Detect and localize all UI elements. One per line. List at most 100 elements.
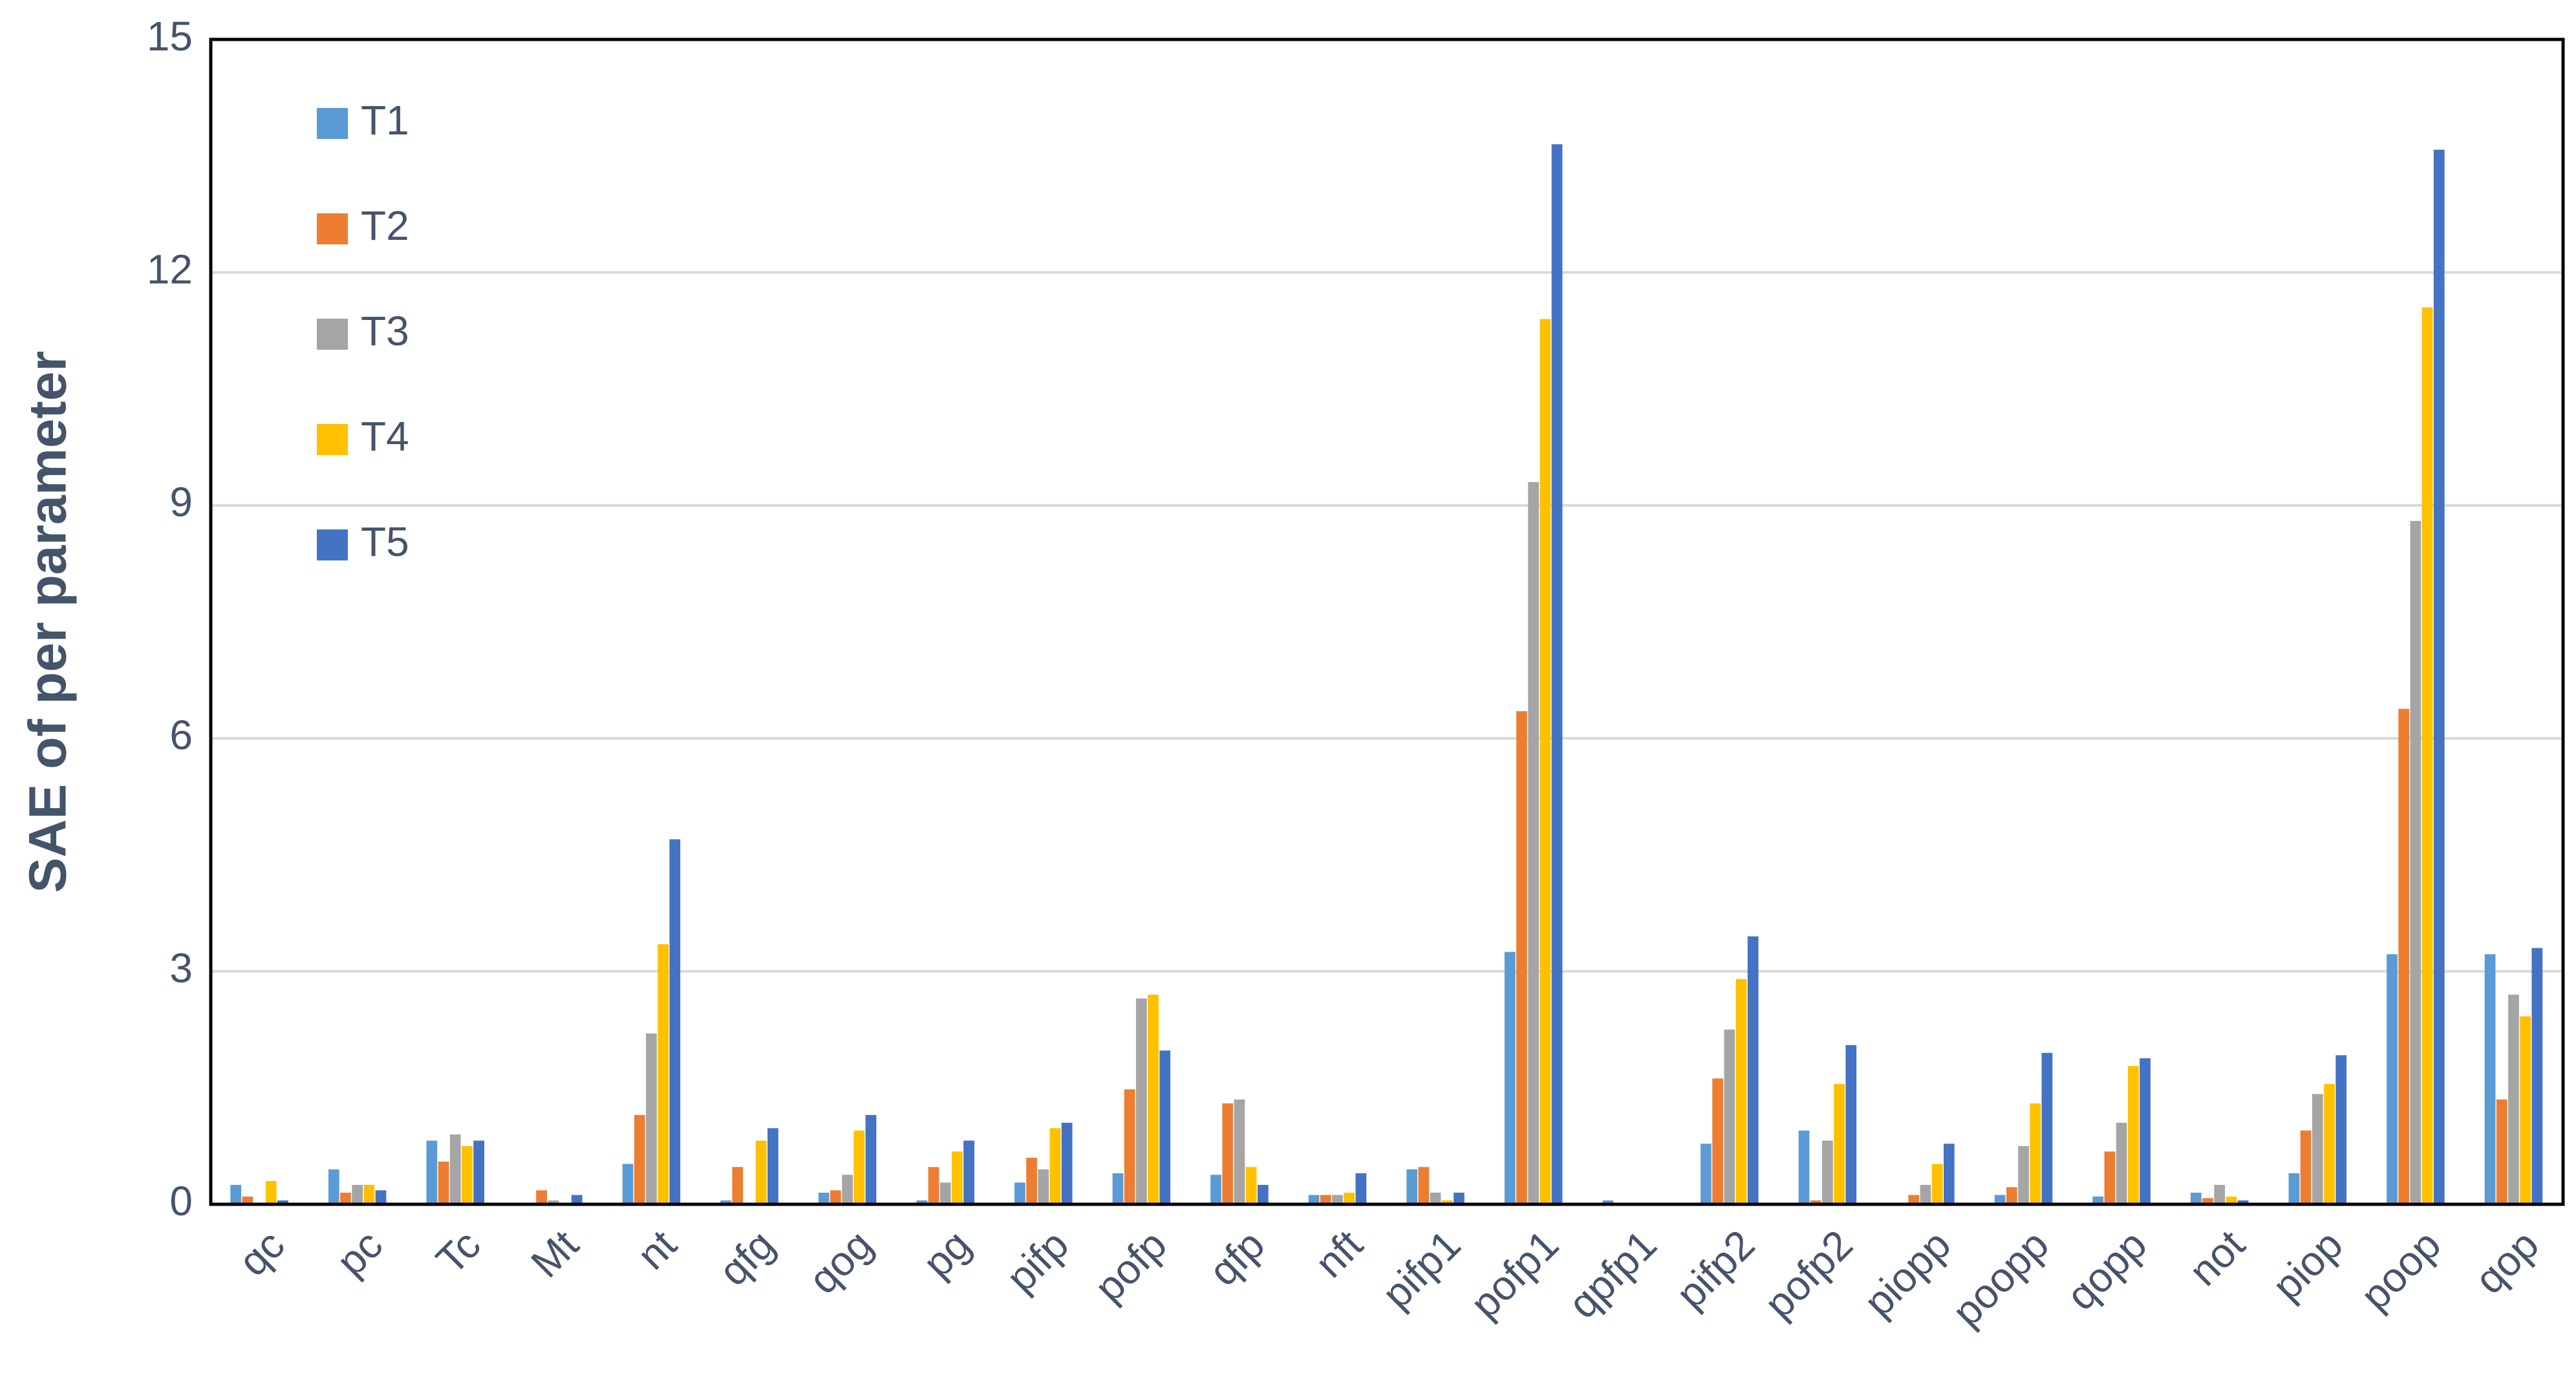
bar [1798,1130,1810,1204]
bar [842,1175,853,1204]
bar [1551,144,1563,1205]
bar [2324,1083,2335,1204]
bar [462,1145,473,1204]
bar [2140,1058,2151,1204]
bar [2410,520,2421,1204]
bar [1418,1167,1430,1204]
y-tick-label: 12 [147,246,193,292]
bar [1908,1195,1920,1204]
bar [963,1140,974,1204]
bar [1834,1083,1845,1204]
legend-label: T1 [361,97,409,144]
bar [1222,1103,1234,1204]
y-tick-label: 0 [169,1178,193,1224]
bar [1234,1099,1245,1204]
bar [438,1161,449,1204]
bar [2300,1130,2312,1204]
bar [2484,954,2496,1204]
bar [1014,1182,1025,1204]
bar [928,1167,939,1204]
bar [1931,1164,1943,1204]
bar [720,1200,731,1204]
bar [1441,1200,1453,1204]
bar [277,1200,288,1204]
bar [1038,1169,1049,1204]
legend-swatch [317,213,348,244]
bar [536,1190,547,1204]
bar [1026,1157,1037,1204]
bar [1540,319,1551,1205]
legend-swatch [317,319,348,350]
bar [830,1190,841,1204]
bar [1747,936,1759,1204]
bar [1822,1140,1833,1204]
bar [853,1130,865,1204]
bar [2226,1196,2237,1204]
bar [1430,1192,1441,1204]
bar [1712,1078,1723,1204]
bar [2288,1173,2300,1204]
plot-frame [209,37,2565,1206]
bar [2421,307,2433,1205]
bar [1724,1029,1735,1204]
bar [1245,1167,1257,1204]
legend-swatch [317,108,348,139]
bar [2520,1016,2531,1204]
legend-label: T3 [361,308,409,354]
bar [2018,1145,2029,1204]
bar [732,1167,744,1204]
bar [1332,1195,1343,1204]
y-tick-label: 6 [169,712,193,758]
bar [2214,1184,2226,1204]
legend-label: T5 [361,518,409,565]
y-tick-label: 9 [169,479,193,526]
bar [375,1190,387,1204]
bar [1049,1128,1061,1204]
y-tick-label: 15 [147,13,193,59]
bar [363,1184,375,1204]
bar [328,1169,339,1204]
bar [2190,1192,2202,1204]
legend-label: T2 [361,202,409,249]
bar [2006,1187,2017,1204]
bar [1257,1184,1269,1204]
bar [2335,1055,2347,1204]
bar [2387,954,2398,1204]
bar [1810,1200,1821,1204]
bar [1061,1122,1073,1204]
bar [755,1140,767,1204]
bar [571,1195,583,1204]
bar [2116,1122,2127,1204]
bar [646,1033,657,1204]
bar [2496,1099,2507,1204]
bar [2202,1198,2213,1204]
bar [1920,1184,1931,1204]
bar [2041,1052,2053,1204]
bar [1504,952,1516,1204]
bar [1701,1144,1712,1204]
bar [1454,1192,1465,1204]
bar [1994,1195,2006,1204]
bar [230,1184,242,1204]
legend-swatch [317,529,348,560]
bar [658,944,669,1204]
bar [634,1114,645,1204]
bar [916,1200,928,1204]
bar [865,1114,877,1204]
bar [767,1128,778,1204]
bar [2312,1094,2323,1204]
bar [449,1134,461,1204]
bar [2433,149,2445,1204]
bar [1112,1173,1124,1204]
legend-swatch [317,424,348,455]
bar [1516,711,1527,1204]
y-tick-label: 3 [169,945,193,992]
bar [340,1192,351,1204]
bar [426,1140,438,1204]
bar [669,839,681,1204]
bar [2508,994,2519,1204]
bar [1943,1144,1955,1204]
bar [2127,1066,2139,1204]
bar [622,1164,634,1204]
